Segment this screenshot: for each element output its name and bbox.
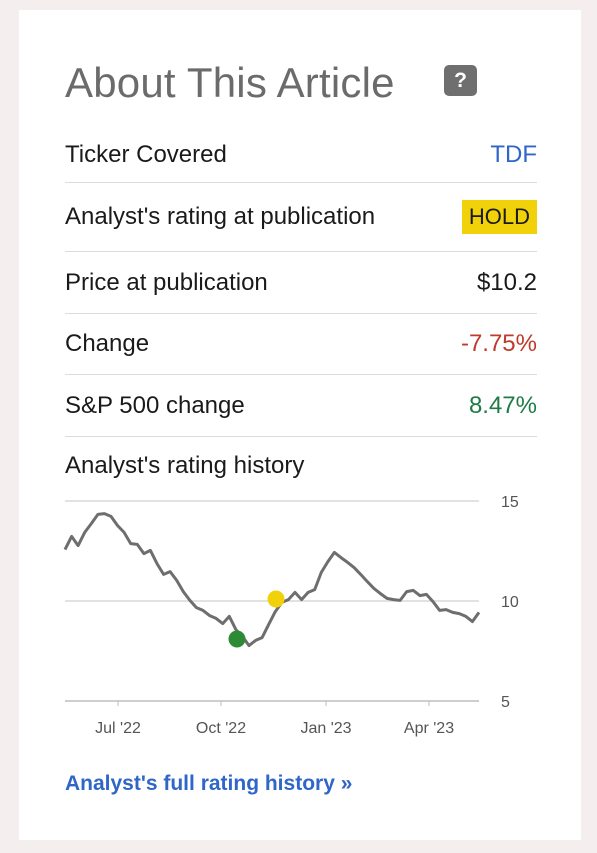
about-article-card: About This Article ? Ticker Covered TDF … <box>19 10 581 840</box>
help-icon[interactable]: ? <box>444 65 477 96</box>
row-price: Price at publication $10.2 <box>65 252 537 314</box>
x-tick-label: Apr '23 <box>404 720 454 737</box>
card-title: About This Article <box>65 59 395 106</box>
buy-rating-marker[interactable] <box>228 630 246 648</box>
y-tick-label: 10 <box>501 594 519 611</box>
article-info-table: Ticker Covered TDF Analyst's rating at p… <box>65 128 537 437</box>
y-tick-label: 5 <box>501 694 510 711</box>
change-value: -7.75% <box>460 330 537 357</box>
price-value: $10.2 <box>476 268 537 296</box>
row-ticker: Ticker Covered TDF <box>65 128 537 183</box>
price-line <box>63 512 481 648</box>
row-change: Change -7.75% <box>65 314 537 375</box>
row-sp500-change: S&P 500 change 8.47% <box>65 375 537 437</box>
ticker-label: Ticker Covered <box>65 141 227 168</box>
rating-history-label: Analyst's rating history <box>65 452 305 479</box>
price-label: Price at publication <box>65 268 268 296</box>
rating-badge: HOLD <box>461 200 537 234</box>
ticker-link[interactable]: TDF <box>490 141 537 168</box>
sp500-change-label: S&P 500 change <box>65 391 245 419</box>
rating-label: Analyst's rating at publication <box>65 203 376 230</box>
full-rating-history-link[interactable]: Analyst's full rating history » <box>65 772 353 795</box>
row-rating: Analyst's rating at publication HOLD <box>65 183 537 252</box>
x-tick-label: Jul '22 <box>95 720 141 737</box>
x-tick-label: Jan '23 <box>300 720 351 737</box>
x-tick-label: Oct '22 <box>196 720 246 737</box>
sp500-change-value: 8.47% <box>468 391 537 419</box>
y-tick-label: 15 <box>501 494 519 511</box>
change-label: Change <box>65 330 150 357</box>
hold-rating-marker[interactable] <box>267 590 285 608</box>
